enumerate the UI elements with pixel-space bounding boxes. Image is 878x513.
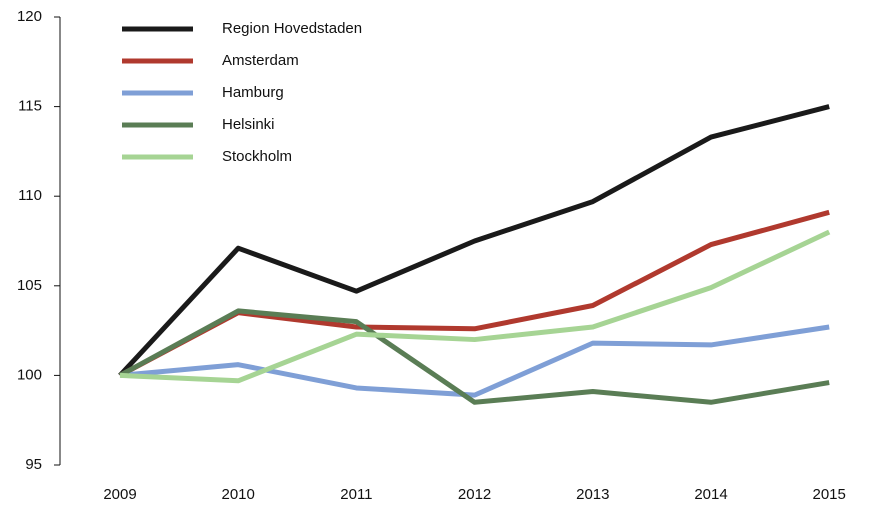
x-tick-label: 2012 (458, 486, 491, 503)
legend-label: Amsterdam (222, 52, 299, 69)
legend-label: Helsinki (222, 116, 275, 133)
y-tick-label: 100 (17, 366, 42, 383)
y-tick-label: 120 (17, 8, 42, 25)
x-tick-label: 2015 (813, 486, 846, 503)
x-tick-label: 2010 (222, 486, 255, 503)
y-tick-label: 115 (18, 98, 42, 115)
y-tick-label: 110 (18, 187, 42, 204)
line (118, 104, 830, 378)
y-tick-label: 95 (25, 456, 42, 473)
legend-label: Region Hovedstaden (222, 20, 362, 37)
x-tick-label: 2011 (340, 486, 372, 503)
legend-label: Stockholm (222, 148, 292, 165)
line (119, 324, 830, 398)
line (118, 308, 830, 405)
y-tick-label: 105 (17, 277, 42, 294)
line (119, 229, 831, 384)
line (118, 209, 830, 378)
x-tick-label: 2013 (576, 486, 609, 503)
x-tick-label: 2009 (103, 486, 136, 503)
legend-label: Hamburg (222, 84, 284, 101)
x-tick-label: 2014 (694, 486, 727, 503)
